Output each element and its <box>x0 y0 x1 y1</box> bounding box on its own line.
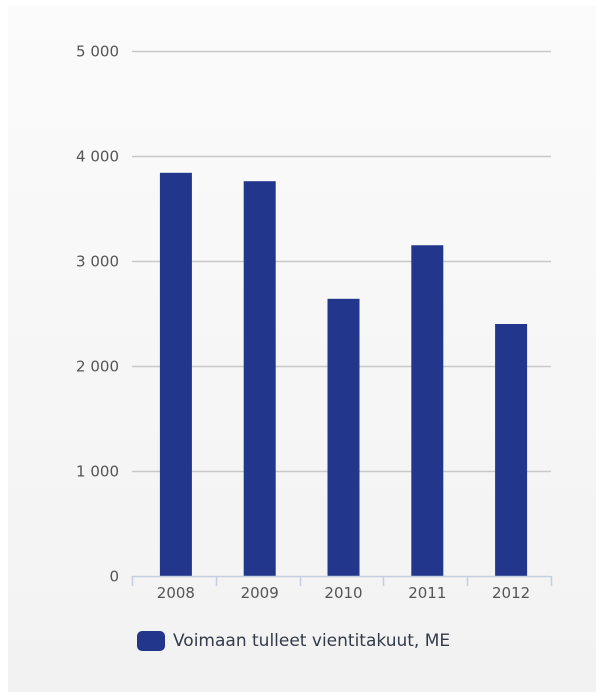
legend[interactable]: Voimaan tulleet vientitakuut, ME <box>137 630 450 652</box>
x-tick-label: 2011 <box>408 584 446 602</box>
bar <box>243 181 276 576</box>
y-axis-tick-labels: 0 1 000 2 000 3 000 4 000 5 000 <box>76 43 119 586</box>
x-tick-label: 2012 <box>492 584 530 602</box>
y-tick-label: 1 000 <box>76 463 119 481</box>
bars <box>159 172 528 577</box>
bar <box>411 245 444 576</box>
legend-swatch <box>137 631 165 651</box>
y-tick-label: 0 <box>109 568 119 586</box>
x-tick-label: 2010 <box>324 584 362 602</box>
y-tick-label: 5 000 <box>76 43 119 61</box>
x-tick-label: 2008 <box>157 584 195 602</box>
y-tick-label: 2 000 <box>76 358 119 376</box>
bar <box>495 324 528 576</box>
x-tick-label: 2009 <box>241 584 279 602</box>
legend-label: Voimaan tulleet vientitakuut, ME <box>173 631 451 651</box>
x-axis <box>131 575 553 586</box>
bar <box>327 298 360 576</box>
y-tick-label: 3 000 <box>76 253 119 271</box>
x-axis-tick-labels: 2008 2009 2010 2011 2012 <box>157 584 530 602</box>
bar <box>159 172 192 577</box>
y-tick-label: 4 000 <box>76 148 119 166</box>
